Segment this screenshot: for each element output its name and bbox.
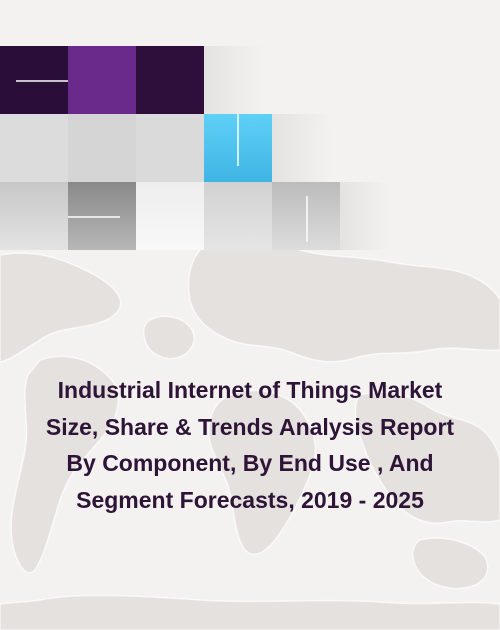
tile-fade: [340, 182, 390, 250]
tile-dark-purple: [136, 46, 204, 114]
tile-accent-line: [68, 216, 120, 218]
report-title-line: Segment Forecasts, 2019 - 2025: [76, 486, 424, 513]
tile-purple: [68, 46, 136, 114]
tile-gray: [0, 114, 68, 182]
tile-gray: [136, 114, 204, 182]
tile-gray: [136, 182, 204, 250]
report-title-block: Industrial Internet of Things Market Siz…: [0, 372, 500, 518]
tile-gray: [204, 182, 272, 250]
tile-accent-line: [306, 196, 308, 242]
report-title-line: Industrial Internet of Things Market: [57, 377, 443, 403]
tile-gray: [68, 114, 136, 182]
tile-fade: [272, 114, 332, 182]
report-title-line: By Component, By End Use , And: [66, 450, 434, 476]
tile-accent-line: [237, 114, 239, 166]
tile-gray: [0, 182, 68, 250]
tile-accent-line: [16, 80, 68, 82]
tile-fade: [204, 46, 264, 114]
report-title: Industrial Internet of Things Market Siz…: [0, 372, 500, 518]
report-title-line: Size, Share & Trends Analysis Report: [45, 413, 455, 440]
